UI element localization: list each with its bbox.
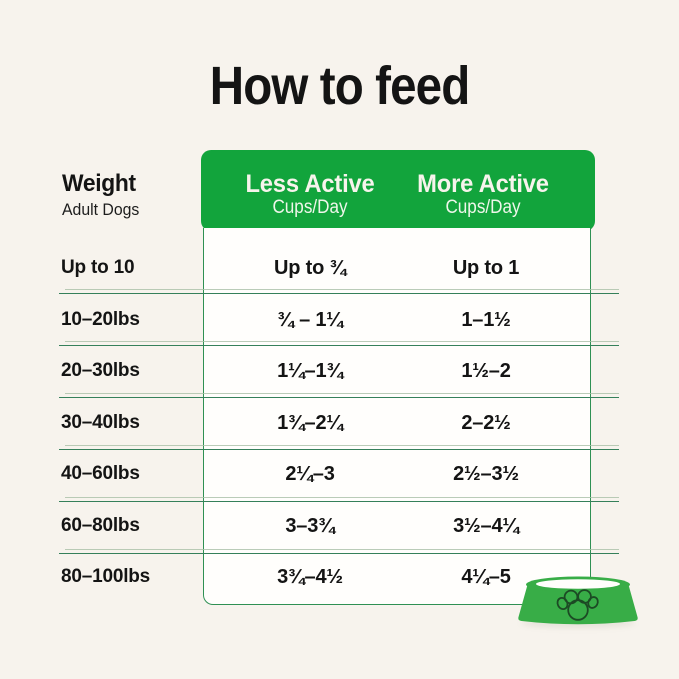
row-more-active-value: Up to 1 [452,257,520,279]
weight-column-title: Weight [62,170,136,197]
less-active-label: Less Active [245,170,375,198]
table-column-headers: Less Active Cups/Day More Active Cups/Da… [201,150,595,231]
row-separator [59,443,620,451]
row-weight-label: 10–20lbs [61,308,140,330]
more-active-sublabel: Cups/Day [445,197,521,218]
row-less-active-value: 1¾–2¼ [277,411,343,434]
row-more-active-value: 3½–4¼ [453,514,519,537]
row-less-active-value: 3¾–4½ [277,566,343,588]
less-active-sublabel: Cups/Day [272,197,348,218]
row-less-active-value: ¾ – 1¼ [277,308,343,331]
row-weight-label: Up to 10 [61,257,135,278]
row-weight-label: 60–80lbs [61,514,140,536]
row-more-active-value: 2½–3½ [453,463,519,485]
row-more-active-value: 4¼–5 [461,566,511,588]
row-more-active-value: 2–2½ [461,411,511,434]
row-less-active-value: 3–3¾ [285,514,335,537]
row-less-active-value: 1¼–1¾ [277,360,343,382]
column-header-less-active: Less Active Cups/Day [210,150,410,219]
row-more-active-value: 1½–2 [461,360,511,382]
column-header-more-active: More Active Cups/Day [383,150,583,219]
row-separator [59,287,620,295]
row-more-active-value: 1–1½ [461,308,511,331]
row-separator [59,339,620,347]
row-separator [59,495,620,503]
row-weight-label: 40–60lbs [61,463,140,484]
dog-bowl-paw-icon [518,576,638,625]
table-body-panel [203,228,591,605]
row-separator [59,391,620,399]
weight-column-subtitle: Adult Dogs [62,200,140,219]
page-title: How to feed [209,56,470,116]
more-active-label: More Active [417,170,549,198]
row-less-active-value: Up to ¾ [274,257,346,279]
row-separator [59,547,620,555]
row-weight-label: 30–40lbs [61,411,140,433]
weight-column-header: Weight Adult Dogs [62,170,145,220]
row-less-active-value: 2¼–3 [285,463,335,485]
row-weight-label: 80–100lbs [61,566,151,587]
row-weight-label: 20–30lbs [61,360,140,381]
